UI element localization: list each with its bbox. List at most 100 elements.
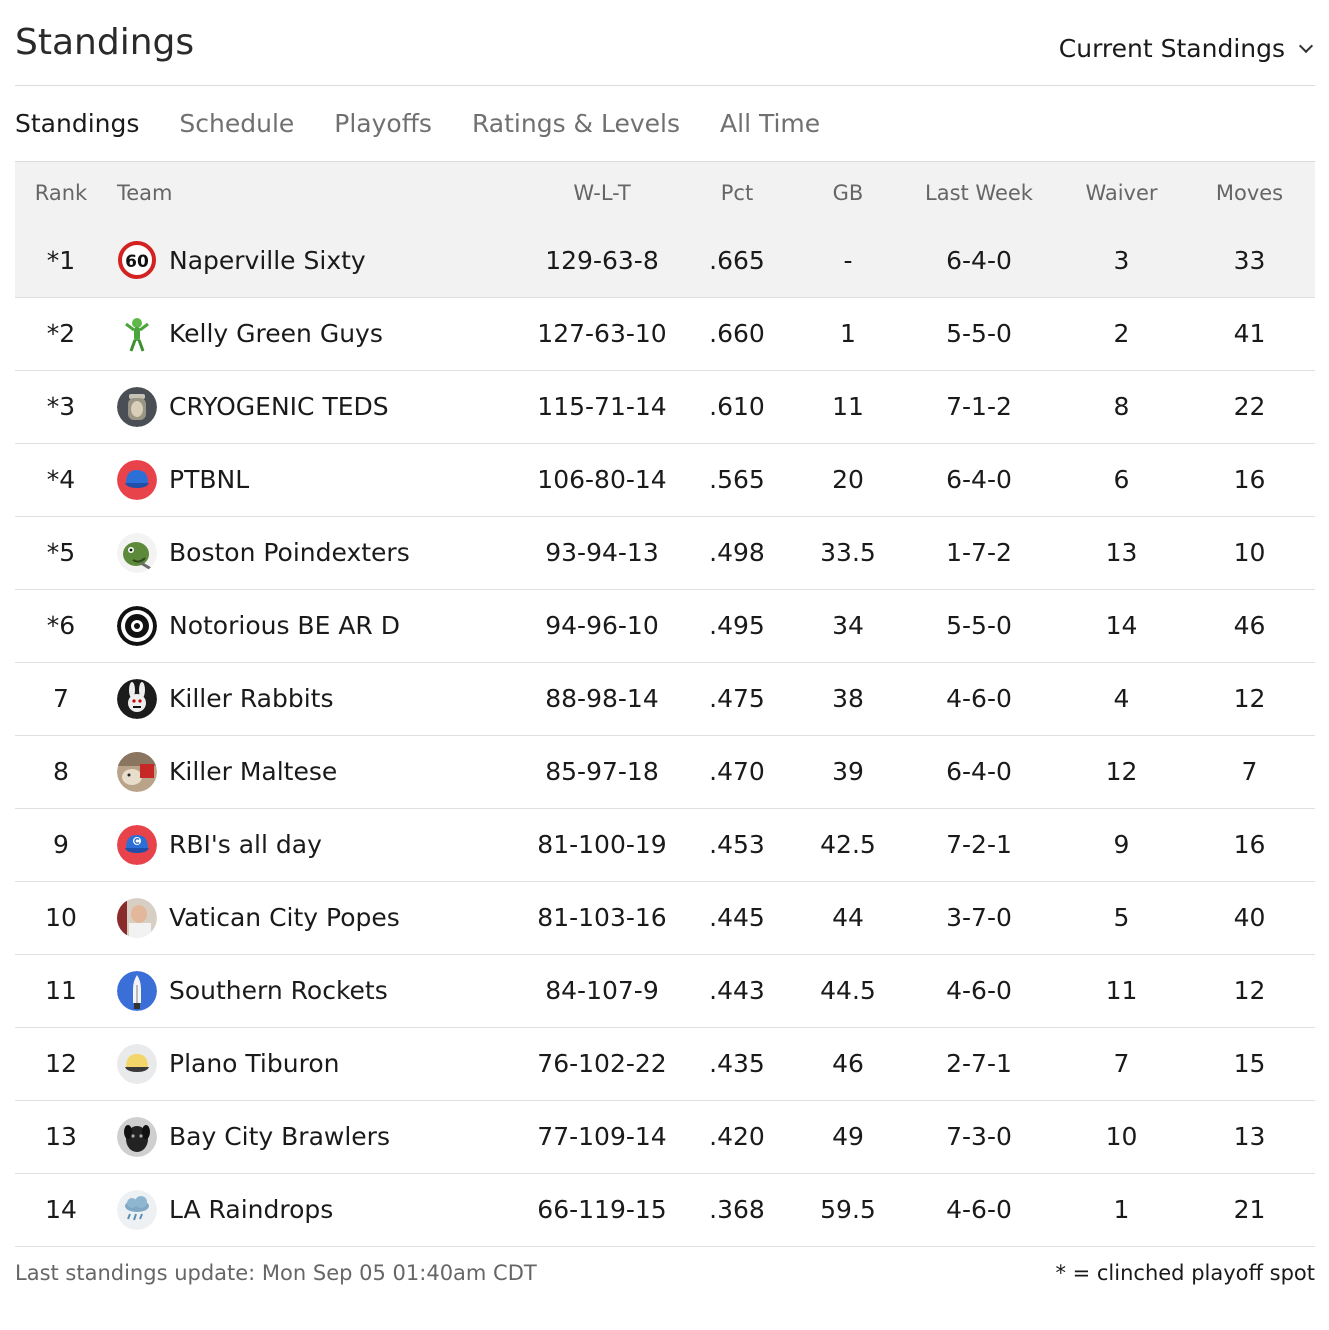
pct-cell: .565 xyxy=(709,465,765,494)
cryo-jar-icon xyxy=(117,386,157,427)
last-week-cell: 5-5-0 xyxy=(946,611,1012,640)
pope-photo-icon xyxy=(117,897,157,938)
column-header-pct[interactable]: Pct xyxy=(720,181,754,205)
column-header-rank[interactable]: Rank xyxy=(34,181,88,205)
moves-cell: 12 xyxy=(1233,684,1266,713)
green-alien-icon xyxy=(117,313,157,354)
waiver-cell: 4 xyxy=(1113,684,1130,713)
pct-cell: .445 xyxy=(709,903,765,932)
table-row: 12 Plano Tiburon 76-102-22 .435 46 2-7-1… xyxy=(15,1027,1315,1100)
table-row: *4 PTBNL 106-80-14 .565 20 6-4-0 6 16 xyxy=(15,443,1315,516)
rank-cell: 14 xyxy=(45,1195,77,1224)
chevron-down-icon xyxy=(1298,38,1314,53)
green-creature-icon xyxy=(117,532,157,573)
column-header-gb[interactable]: GB xyxy=(832,181,864,205)
wlt-cell: 81-103-16 xyxy=(537,903,667,932)
badge-seal-icon xyxy=(117,605,157,646)
column-header-waiver[interactable]: Waiver xyxy=(1085,181,1158,205)
wlt-cell: 85-97-18 xyxy=(545,757,659,786)
team-name-link[interactable]: Killer Rabbits xyxy=(169,684,334,713)
moves-cell: 16 xyxy=(1233,465,1266,494)
tab-playoffs[interactable]: Playoffs xyxy=(334,109,432,138)
team-name-link[interactable]: Bay City Brawlers xyxy=(169,1122,390,1151)
rank-cell: *2 xyxy=(46,319,76,348)
tab-ratings-levels[interactable]: Ratings & Levels xyxy=(471,109,681,138)
standings-view-dropdown[interactable]: Current Standings xyxy=(1059,34,1315,63)
pct-cell: .443 xyxy=(709,976,765,1005)
last-week-cell: 4-6-0 xyxy=(946,976,1012,1005)
column-header-moves[interactable]: Moves xyxy=(1215,181,1284,205)
table-row: 14 LA Raindrops 66-119-15 .368 59.5 4-6-… xyxy=(15,1173,1315,1246)
table-row: *1 60 Naperville Sixty 129-63-8 .665 - 6… xyxy=(15,224,1315,297)
wlt-cell: 106-80-14 xyxy=(537,465,667,494)
team-name-link[interactable]: Southern Rockets xyxy=(169,976,388,1005)
gb-cell: 20 xyxy=(832,465,864,494)
waiver-cell: 11 xyxy=(1105,976,1138,1005)
waiver-cell: 3 xyxy=(1113,245,1130,275)
moves-cell: 33 xyxy=(1233,245,1266,275)
gb-cell: 1 xyxy=(840,319,856,348)
waiver-cell: 8 xyxy=(1113,392,1130,421)
moves-cell: 10 xyxy=(1233,538,1266,567)
gb-cell: 34 xyxy=(832,611,864,640)
pct-cell: .665 xyxy=(709,245,765,275)
last-week-cell: 7-1-2 xyxy=(946,392,1012,421)
standings-table: Rank Team W-L-T Pct GB Last Week Waiver … xyxy=(15,162,1315,1247)
view-selector-label: Current Standings xyxy=(1058,34,1285,63)
rank-cell: *6 xyxy=(46,611,76,640)
rocket-icon xyxy=(117,970,157,1011)
team-name-link[interactable]: Naperville Sixty xyxy=(169,245,366,275)
gb-cell: 44.5 xyxy=(820,976,876,1005)
moves-cell: 22 xyxy=(1233,392,1266,421)
moves-cell: 16 xyxy=(1233,830,1266,859)
pct-cell: .368 xyxy=(709,1195,765,1224)
rank-cell: *4 xyxy=(46,465,76,494)
column-header-wlt[interactable]: W-L-T xyxy=(573,181,631,205)
gb-cell: 44 xyxy=(832,903,864,932)
moves-cell: 12 xyxy=(1233,976,1266,1005)
wlt-cell: 127-63-10 xyxy=(537,319,667,348)
table-row: 13 Bay City Brawlers 77-109-14 .420 49 7… xyxy=(15,1100,1315,1173)
column-header-last-week[interactable]: Last Week xyxy=(925,181,1033,205)
gb-cell: 59.5 xyxy=(820,1195,876,1224)
last-week-cell: 7-3-0 xyxy=(946,1122,1012,1151)
rank-cell: 12 xyxy=(45,1049,77,1078)
last-week-cell: 7-2-1 xyxy=(946,830,1012,859)
team-name-link[interactable]: LA Raindrops xyxy=(169,1195,334,1224)
team-name-link[interactable]: Killer Maltese xyxy=(169,757,338,786)
moves-cell: 21 xyxy=(1233,1195,1266,1224)
moves-cell: 7 xyxy=(1241,757,1258,786)
column-header-team[interactable]: Team xyxy=(117,181,173,205)
team-name-link[interactable]: Plano Tiburon xyxy=(169,1049,340,1078)
tab-schedule[interactable]: Schedule xyxy=(179,109,295,138)
team-name-link[interactable]: PTBNL xyxy=(169,465,250,494)
page-header: Standings Current Standings xyxy=(15,0,1315,86)
wlt-cell: 76-102-22 xyxy=(537,1049,667,1078)
waiver-cell: 7 xyxy=(1113,1049,1130,1078)
team-name-link[interactable]: RBI's all day xyxy=(169,830,322,859)
waiver-cell: 13 xyxy=(1105,538,1138,567)
standings-page: Standings Current Standings Standings Sc… xyxy=(15,0,1315,1297)
gb-cell: 49 xyxy=(832,1122,864,1151)
last-week-cell: 2-7-1 xyxy=(946,1049,1012,1078)
gb-cell: 39 xyxy=(832,757,864,786)
gb-cell: 42.5 xyxy=(820,830,876,859)
wlt-cell: 81-100-19 xyxy=(537,830,667,859)
gb-cell: 38 xyxy=(832,684,864,713)
team-name-link[interactable]: CRYOGENIC TEDS xyxy=(169,392,389,421)
pct-cell: .435 xyxy=(709,1049,765,1078)
dog-photo-icon xyxy=(117,751,157,792)
table-row: 9 RBI's all day 81-100-19 .453 42.5 7-2-… xyxy=(15,808,1315,881)
table-row: *3 CRYOGENIC TEDS 115-71-14 .610 11 7-1-… xyxy=(15,370,1315,443)
tab-all-time[interactable]: All Time xyxy=(720,109,821,138)
team-name-link[interactable]: Boston Poindexters xyxy=(169,538,410,567)
team-name-link[interactable]: Notorious BE AR D xyxy=(169,611,400,640)
team-name-link[interactable]: Kelly Green Guys xyxy=(169,319,383,348)
team-name-link[interactable]: Vatican City Popes xyxy=(169,903,400,932)
svg-text:60: 60 xyxy=(125,252,149,272)
tab-standings[interactable]: Standings xyxy=(15,109,140,138)
pct-cell: .498 xyxy=(709,538,765,567)
wlt-cell: 115-71-14 xyxy=(537,392,667,421)
tab-bar: Standings Schedule Playoffs Ratings & Le… xyxy=(15,86,1315,162)
waiver-cell: 6 xyxy=(1113,465,1130,494)
